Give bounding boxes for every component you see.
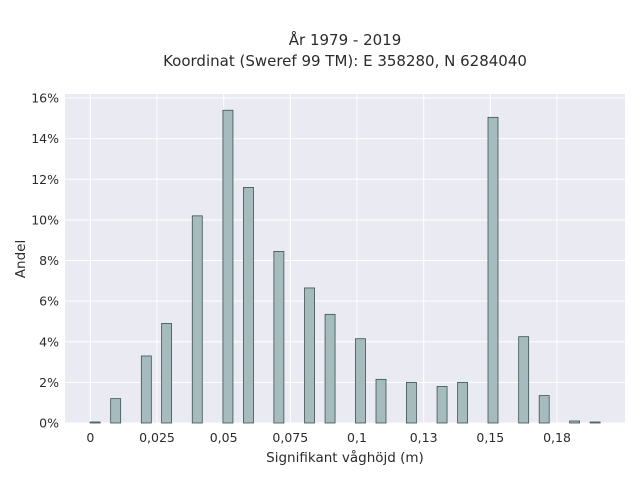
histogram-bar: [436, 386, 448, 424]
y-tick-label: 14%: [31, 131, 59, 146]
plot-area: [65, 94, 625, 423]
x-tick-label: 0,05: [210, 430, 238, 445]
x-tick-label: 0,13: [410, 430, 438, 445]
histogram-bar: [243, 187, 254, 424]
histogram-bar: [110, 398, 122, 424]
histogram-bar: [457, 381, 469, 424]
grid: [65, 94, 625, 424]
histogram-bar: [375, 378, 387, 424]
histogram-bar: [487, 116, 499, 424]
chart-title: År 1979 - 2019: [289, 30, 402, 49]
histogram-bar: [405, 381, 417, 424]
x-tick-label: 0: [86, 430, 94, 445]
y-axis-label: Andel: [13, 240, 29, 278]
tick-labels: 0% 2% 4% 6% 8% 10% 12% 14% 16% 0 0,025 0,05 0,075 0,1…: [31, 91, 571, 445]
y-tick-label: 12%: [31, 172, 59, 187]
y-tick-label: 2%: [39, 375, 59, 390]
y-tick-label: 8%: [39, 253, 59, 268]
histogram-bar: [355, 338, 366, 424]
histogram-bar: [140, 355, 152, 424]
histogram-bar: [273, 250, 285, 424]
histogram-bar: [538, 395, 550, 424]
histogram-bar: [518, 336, 530, 424]
histogram-bar: [161, 323, 173, 424]
y-tick-label: 16%: [31, 91, 59, 106]
chart-subtitle: Koordinat (Sweref 99 TM): E 358280, N 62…: [163, 52, 527, 70]
x-tick-label: 0,075: [272, 430, 308, 445]
y-tick-label: 4%: [39, 334, 59, 349]
histogram-bar: [569, 420, 580, 424]
histogram-bar: [304, 287, 315, 424]
histogram-bar: [222, 109, 234, 424]
bars: [89, 109, 601, 424]
x-tick-label: 0,025: [139, 430, 175, 445]
x-axis-label: Signifikant våghöjd (m): [266, 449, 424, 466]
histogram-bar: [589, 421, 601, 424]
y-tick-label: 0%: [39, 416, 59, 431]
histogram-bar: [191, 215, 203, 424]
y-tick-label: 6%: [39, 294, 59, 309]
x-tick-label: 0,1: [347, 430, 367, 445]
x-tick-label: 0,15: [476, 430, 504, 445]
y-tick-label: 10%: [31, 212, 59, 227]
histogram-bar: [324, 313, 336, 424]
x-tick-label: 0,18: [543, 430, 571, 445]
histogram-bar: [89, 421, 101, 424]
